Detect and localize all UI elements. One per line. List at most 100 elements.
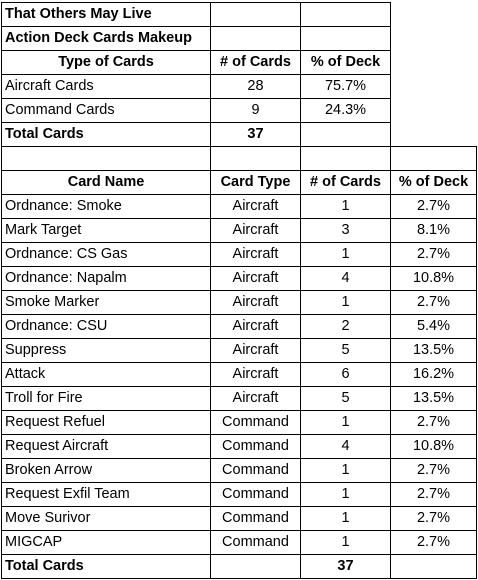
empty-cell xyxy=(210,2,301,27)
summary-pct-cell: 24.3% xyxy=(300,98,391,123)
summary-header-count: # of Cards xyxy=(210,50,301,75)
detail-row: MIGCAP Command 1 2.7% xyxy=(1,530,477,555)
empty-cell xyxy=(391,27,477,51)
card-type-cell: Aircraft xyxy=(210,194,301,219)
detail-row: Ordnance: Smoke Aircraft 1 2.7% xyxy=(1,194,477,219)
card-pct-cell: 13.5% xyxy=(390,338,477,363)
card-pct-cell: 5.4% xyxy=(390,314,477,339)
card-type-cell: Aircraft xyxy=(210,314,301,339)
subtitle-row: Action Deck Cards Makeup xyxy=(1,26,477,51)
card-pct-cell: 2.7% xyxy=(390,458,477,483)
detail-total-row: Total Cards 37 xyxy=(1,554,477,579)
sheet-title: That Others May Live xyxy=(1,2,211,27)
card-count-cell: 6 xyxy=(300,362,391,387)
summary-type-cell: Command Cards xyxy=(1,98,211,123)
detail-header-type: Card Type xyxy=(210,170,301,195)
card-pct-cell: 2.7% xyxy=(390,242,477,267)
card-type-cell: Command xyxy=(210,434,301,459)
card-name-cell: Request Aircraft xyxy=(1,434,211,459)
card-pct-cell: 2.7% xyxy=(390,410,477,435)
empty-cell xyxy=(1,146,211,171)
empty-cell xyxy=(391,123,477,147)
card-type-cell: Aircraft xyxy=(210,218,301,243)
detail-row: Broken Arrow Command 1 2.7% xyxy=(1,458,477,483)
card-pct-cell: 8.1% xyxy=(390,218,477,243)
card-name-cell: Ordnance: CSU xyxy=(1,314,211,339)
card-type-cell: Aircraft xyxy=(210,362,301,387)
empty-cell xyxy=(391,99,477,123)
card-name-cell: MIGCAP xyxy=(1,530,211,555)
card-type-cell: Aircraft xyxy=(210,266,301,291)
empty-cell xyxy=(390,554,477,579)
card-pct-cell: 16.2% xyxy=(390,362,477,387)
card-pct-cell: 2.7% xyxy=(390,506,477,531)
card-type-cell: Aircraft xyxy=(210,386,301,411)
empty-cell xyxy=(390,146,477,171)
card-name-cell: Request Exfil Team xyxy=(1,482,211,507)
card-count-cell: 1 xyxy=(300,530,391,555)
detail-row: Request Refuel Command 1 2.7% xyxy=(1,410,477,435)
detail-row: Ordnance: CS Gas Aircraft 1 2.7% xyxy=(1,242,477,267)
detail-row: Mark Target Aircraft 3 8.1% xyxy=(1,218,477,243)
card-pct-cell: 13.5% xyxy=(390,386,477,411)
detail-row: Request Aircraft Command 4 10.8% xyxy=(1,434,477,459)
card-name-cell: Ordnance: CS Gas xyxy=(1,242,211,267)
empty-cell xyxy=(210,26,301,51)
card-count-cell: 1 xyxy=(300,410,391,435)
card-pct-cell: 2.7% xyxy=(390,290,477,315)
detail-header-row: Card Name Card Type # of Cards % of Deck xyxy=(1,170,477,195)
detail-header-name: Card Name xyxy=(1,170,211,195)
empty-cell xyxy=(210,146,301,171)
summary-type-cell: Aircraft Cards xyxy=(1,74,211,99)
card-count-cell: 1 xyxy=(300,506,391,531)
card-name-cell: Ordnance: Napalm xyxy=(1,266,211,291)
card-name-cell: Attack xyxy=(1,362,211,387)
sheet-subtitle: Action Deck Cards Makeup xyxy=(1,26,211,51)
detail-row: Request Exfil Team Command 1 2.7% xyxy=(1,482,477,507)
card-pct-cell: 10.8% xyxy=(390,434,477,459)
card-count-cell: 1 xyxy=(300,458,391,483)
empty-cell xyxy=(210,554,301,579)
card-type-cell: Command xyxy=(210,506,301,531)
empty-cell xyxy=(300,146,391,171)
title-row: That Others May Live xyxy=(1,2,477,27)
card-count-cell: 1 xyxy=(300,290,391,315)
card-pct-cell: 2.7% xyxy=(390,482,477,507)
card-count-cell: 1 xyxy=(300,242,391,267)
card-count-cell: 1 xyxy=(300,194,391,219)
empty-cell xyxy=(300,26,391,51)
card-type-cell: Aircraft xyxy=(210,338,301,363)
detail-row: Attack Aircraft 6 16.2% xyxy=(1,362,477,387)
detail-header-count: # of Cards xyxy=(300,170,391,195)
card-count-cell: 2 xyxy=(300,314,391,339)
summary-header-type: Type of Cards xyxy=(1,50,211,75)
detail-row: Smoke Marker Aircraft 1 2.7% xyxy=(1,290,477,315)
card-type-cell: Command xyxy=(210,410,301,435)
card-name-cell: Move Surivor xyxy=(1,506,211,531)
detail-row: Troll for Fire Aircraft 5 13.5% xyxy=(1,386,477,411)
summary-row: Aircraft Cards 28 75.7% xyxy=(1,74,477,99)
spacer-row xyxy=(1,146,477,171)
summary-count-cell: 9 xyxy=(210,98,301,123)
summary-total-row: Total Cards 37 xyxy=(1,122,477,147)
card-count-cell: 5 xyxy=(300,386,391,411)
empty-cell xyxy=(300,122,391,147)
card-pct-cell: 2.7% xyxy=(390,194,477,219)
summary-header-row: Type of Cards # of Cards % of Deck xyxy=(1,50,477,75)
card-name-cell: Mark Target xyxy=(1,218,211,243)
detail-header-pct: % of Deck xyxy=(390,170,477,195)
card-name-cell: Suppress xyxy=(1,338,211,363)
detail-total-label: Total Cards xyxy=(1,554,211,579)
empty-cell xyxy=(391,3,477,27)
card-name-cell: Broken Arrow xyxy=(1,458,211,483)
card-count-cell: 4 xyxy=(300,434,391,459)
empty-cell xyxy=(391,75,477,99)
card-pct-cell: 10.8% xyxy=(390,266,477,291)
detail-rows: Ordnance: Smoke Aircraft 1 2.7% Mark Target A… xyxy=(1,194,477,555)
card-type-cell: Command xyxy=(210,458,301,483)
summary-total-count: 37 xyxy=(210,122,301,147)
card-count-cell: 1 xyxy=(300,482,391,507)
card-name-cell: Ordnance: Smoke xyxy=(1,194,211,219)
detail-row: Suppress Aircraft 5 13.5% xyxy=(1,338,477,363)
